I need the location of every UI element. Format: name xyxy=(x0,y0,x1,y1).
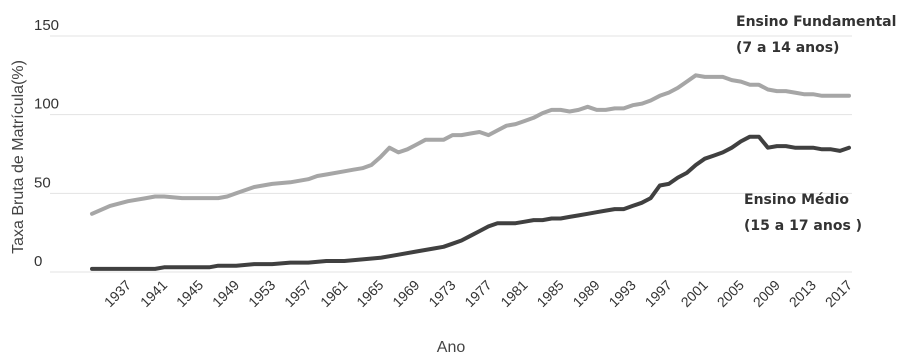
x-tick-label: 2009 xyxy=(750,277,783,310)
x-tick-label: 1977 xyxy=(461,277,494,310)
series-label-1: (15 a 17 anos ) xyxy=(744,218,862,234)
series-labels: Ensino Fundamental (7 a 14 anos) Ensino Mé… xyxy=(736,14,896,234)
x-tick-label: 2013 xyxy=(786,277,819,310)
x-tick-label: 1961 xyxy=(317,277,350,310)
y-tick-label: 100 xyxy=(34,96,59,113)
x-tick-label: 1997 xyxy=(642,277,675,310)
x-tick-label: 1993 xyxy=(605,277,638,310)
x-tick-label: 1949 xyxy=(209,277,242,310)
x-tick-label: 1965 xyxy=(353,277,386,310)
series-label-1: Ensino Médio xyxy=(744,192,849,208)
y-tick-label: 50 xyxy=(34,174,51,191)
y-tick-label: 150 xyxy=(34,17,59,34)
x-tick-label: 1945 xyxy=(173,277,206,310)
x-tick-label: 1937 xyxy=(101,277,134,310)
x-tick-label: 1989 xyxy=(569,277,602,310)
x-tick-label: 1981 xyxy=(497,277,530,310)
x-axis-title: Ano xyxy=(437,339,466,356)
x-tick-label: 2017 xyxy=(822,277,855,310)
grid-lines xyxy=(50,35,852,273)
x-tick-label: 1941 xyxy=(137,277,170,310)
y-axis-title: Taxa Bruta de Matrícula(%) xyxy=(10,60,27,254)
x-tick-label: 1953 xyxy=(245,277,278,310)
x-tick-label: 1969 xyxy=(389,277,422,310)
y-axis-ticks: 0 50 100 150 xyxy=(34,17,59,270)
x-tick-label: 1973 xyxy=(425,277,458,310)
series-label-0: Ensino Fundamental xyxy=(736,14,896,30)
x-tick-label: 2005 xyxy=(714,277,747,310)
x-tick-label: 2001 xyxy=(678,277,711,310)
x-axis-ticks: 1937 1941 1945 1949 1953 1957 1961 1965 1969 1973… xyxy=(101,277,855,310)
series-line-1 xyxy=(90,134,851,271)
series-label-0: (7 a 14 anos) xyxy=(736,40,839,56)
x-tick-label: 1957 xyxy=(281,277,314,310)
y-tick-label: 0 xyxy=(34,253,42,270)
x-tick-label: 1985 xyxy=(533,277,566,310)
series-line-0 xyxy=(90,73,851,216)
series-lines xyxy=(90,73,851,271)
